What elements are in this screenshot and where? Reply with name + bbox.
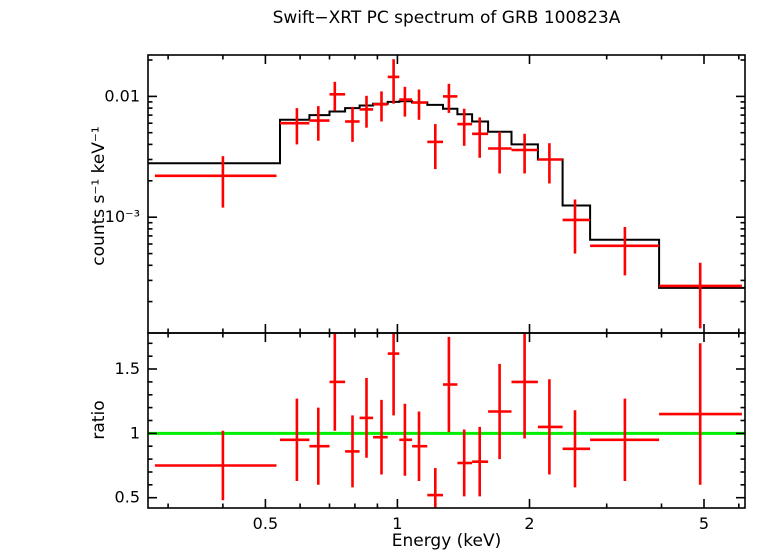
spectrum-point: [511, 133, 538, 174]
spectrum-point: [154, 156, 277, 208]
spectrum-point: [345, 106, 360, 142]
axes: 0.01 10⁻³ 0.5 1 1.5 0.5 1 2 5: [104, 54, 746, 533]
x-axis-label: Energy (keV): [391, 531, 502, 551]
spectrum-point: [329, 81, 346, 111]
spectrum-point: [562, 199, 591, 254]
ratio-point: [443, 336, 458, 433]
y-tick-label: 1: [130, 423, 140, 442]
spectrum-point: [359, 95, 374, 128]
spectrum-point: [399, 86, 413, 117]
y-tick-label: 10⁻³: [105, 207, 140, 226]
ratio-point: [537, 379, 563, 475]
ratio-point: [511, 333, 538, 439]
spectrum-point: [412, 89, 428, 120]
ratio-point: [412, 411, 428, 481]
ratio-point: [590, 398, 660, 481]
ratio-point: [659, 343, 742, 485]
model-histogram: [148, 100, 745, 289]
ratio-point: [472, 426, 489, 497]
y-tick-label: 0.01: [104, 86, 140, 105]
spectrum-point: [659, 262, 742, 329]
y-tick-label: 1.5: [115, 359, 140, 378]
ratio-data-points: [154, 333, 742, 508]
ratio-point: [359, 378, 374, 458]
panel-frame: [147, 332, 746, 509]
ratio-point: [309, 407, 330, 485]
spectrum-point: [280, 108, 310, 145]
x-tick-label: 5: [699, 514, 709, 533]
ratio-point: [387, 333, 400, 416]
spectrum-point: [537, 143, 563, 184]
spectrum-point: [387, 59, 400, 104]
spectrum-point: [373, 91, 388, 122]
ratio-point: [154, 430, 277, 501]
ratio-point: [399, 403, 413, 476]
spectrum-point: [472, 117, 489, 158]
x-tick-label: 1: [392, 514, 402, 533]
spectrum-point: [457, 108, 473, 146]
ratio-point: [345, 415, 360, 488]
spectrum-point: [488, 131, 512, 174]
ratio-point: [488, 363, 512, 460]
x-tick-label: 2: [524, 514, 534, 533]
spectrum-point: [309, 106, 330, 141]
ratio-point: [373, 399, 388, 475]
spectrum-point: [590, 227, 660, 276]
ratio-point: [280, 398, 310, 481]
spectrum-point: [443, 83, 458, 113]
spectrum-data-points: [154, 59, 742, 329]
ratio-point: [562, 410, 591, 488]
model-step-path: [148, 100, 745, 289]
y-tick-label: 0.5: [115, 488, 140, 507]
ratio-point: [457, 429, 473, 497]
ratio-point: [329, 333, 346, 431]
spectrum-point: [427, 124, 443, 170]
x-tick-label: 0.5: [253, 514, 278, 533]
chart-title: Swift−XRT PC spectrum of GRB 100823A: [272, 8, 621, 28]
ratio-point: [427, 468, 443, 508]
